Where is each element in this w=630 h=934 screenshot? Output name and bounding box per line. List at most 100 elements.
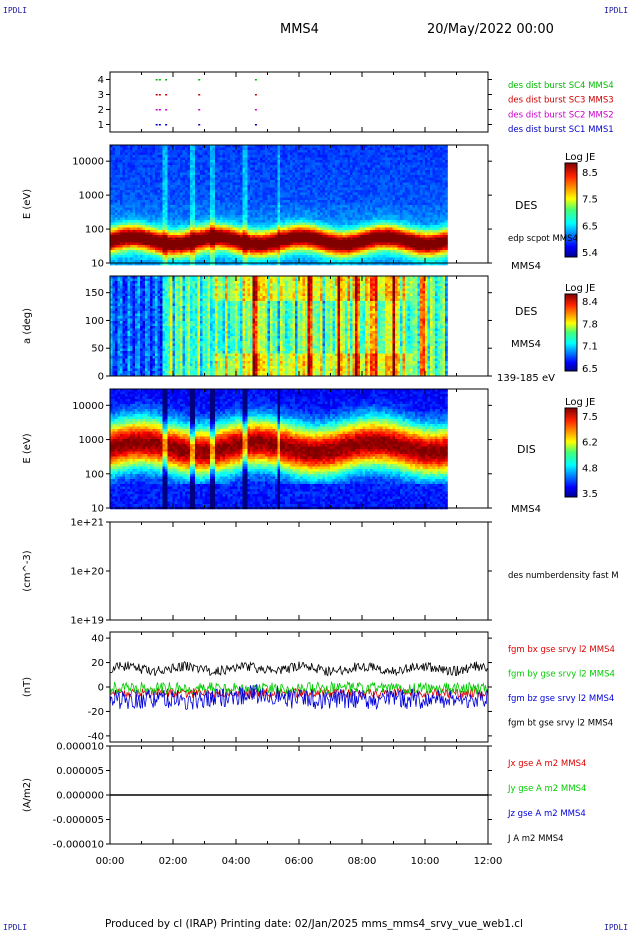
burst-mark xyxy=(198,124,200,126)
y-tick-label: 0.000010 xyxy=(56,742,104,753)
panel-frame-0 xyxy=(110,72,488,132)
legend-fgm-3: fgm bt gse srvy l2 MMS4 xyxy=(508,719,613,729)
legend-burst-1: des dist burst SC1 MMS1 xyxy=(508,125,614,135)
burst-mark xyxy=(255,109,257,111)
burst-mark xyxy=(198,94,200,96)
x-tick-label: 08:00 xyxy=(348,856,377,867)
fgm-traces xyxy=(110,662,488,710)
burst-mark xyxy=(255,94,257,96)
y-tick-label: 10 xyxy=(91,504,104,515)
legend-current-0: Jx gse A m2 MMS4 xyxy=(507,759,586,769)
y-tick-label: 1 xyxy=(98,120,104,131)
corner-label-bottom-left: IPDLI xyxy=(3,923,27,932)
y-tick-label: 40 xyxy=(91,634,104,645)
y-tick-label: -20 xyxy=(88,707,104,718)
colorbar-tick-3: 3.5 xyxy=(582,489,598,500)
legend-current-1: Jy gse A m2 MMS4 xyxy=(507,784,586,794)
burst-mark xyxy=(198,79,200,81)
burst-mark xyxy=(159,109,161,111)
y-tick-label: 100 xyxy=(85,469,104,480)
burst-mark xyxy=(156,109,158,111)
y-tick-label: 100 xyxy=(85,225,104,236)
colorbar-tick-2: 6.5 xyxy=(582,364,598,375)
y-tick-label: 10000 xyxy=(72,401,104,412)
colorbar-tick-3: 4.8 xyxy=(582,463,598,474)
colorbar-tick-1: 7.5 xyxy=(582,195,598,206)
y-axis-label-2: a (deg) xyxy=(22,308,33,344)
burst-mark xyxy=(159,79,161,81)
legend-burst-3: des dist burst SC3 MMS3 xyxy=(508,96,614,106)
burst-mark xyxy=(165,109,167,111)
burst-mark xyxy=(156,124,158,126)
burst-mark xyxy=(156,94,158,96)
x-tick-label: 02:00 xyxy=(159,856,188,867)
fgm-series-2 xyxy=(110,685,488,710)
y-tick-label: 1e+21 xyxy=(70,518,104,529)
colorbar-title-1: Log JE xyxy=(565,152,595,163)
colorbar-title-3: Log JE xyxy=(565,397,595,408)
spacecraft-label-2: MMS4 xyxy=(511,339,541,350)
legend-fgm-1: fgm by gse srvy l2 MMS4 xyxy=(508,670,615,680)
x-tick-label: 12:00 xyxy=(474,856,503,867)
spacecraft-label-1: MMS4 xyxy=(511,261,541,272)
y-tick-label: 0 xyxy=(98,683,104,694)
legend-fgm-2: fgm bz gse srvy l2 MMS4 xyxy=(508,694,614,704)
y-tick-label: 1000 xyxy=(79,191,104,202)
burst-mark xyxy=(165,124,167,126)
colorbar-tick-2: 8.4 xyxy=(582,297,598,308)
des-pitch-spectrogram xyxy=(110,276,448,376)
y-axis-label-4: (cm^-3) xyxy=(22,550,33,591)
burst-mark xyxy=(165,94,167,96)
spacecraft-label-3: MMS4 xyxy=(511,504,541,515)
legend-burst-4: des dist burst SC4 MMS4 xyxy=(508,81,614,91)
colorbar-tick-2: 7.8 xyxy=(582,319,598,330)
panel-frame-4 xyxy=(110,522,488,620)
legend-burst-2: des dist burst SC2 MMS2 xyxy=(508,110,614,120)
colorbar-2 xyxy=(565,294,577,371)
des-energy-spectrogram xyxy=(110,145,448,265)
y-axis-label-1: E (eV) xyxy=(22,189,33,219)
fgm-series-1 xyxy=(110,682,488,694)
legend-current-3: J A m2 MMS4 xyxy=(507,834,564,844)
dis-energy-spectrogram xyxy=(110,389,448,509)
des-label-2: DES xyxy=(515,305,537,318)
burst-mark xyxy=(156,79,158,81)
x-tick-label: 10:00 xyxy=(411,856,440,867)
y-tick-label: 1000 xyxy=(79,435,104,446)
colorbar-tick-3: 6.2 xyxy=(582,438,598,449)
colorbar-tick-1: 5.4 xyxy=(582,248,598,259)
footer-credit: Produced by cl (IRAP) Printing date: 02/… xyxy=(105,918,523,930)
y-tick-label: 0.000000 xyxy=(56,791,104,802)
y-tick-label: 1e+19 xyxy=(70,616,104,627)
y-axis-label-3: E (eV) xyxy=(22,433,33,463)
y-axis-label-5: (nT) xyxy=(22,677,33,697)
legend-density: des numberdensity fast M xyxy=(508,571,619,581)
burst-mark xyxy=(255,79,257,81)
burst-mark xyxy=(198,109,200,111)
colorbar-tick-2: 7.1 xyxy=(582,342,598,353)
colorbar-tick-3: 7.5 xyxy=(582,412,598,423)
y-tick-label: 10 xyxy=(91,259,104,270)
x-tick-label: 00:00 xyxy=(96,856,125,867)
burst-mark xyxy=(165,79,167,81)
x-tick-label: 04:00 xyxy=(222,856,251,867)
x-tick-label: 06:00 xyxy=(285,856,314,867)
dis-label: DIS xyxy=(517,443,536,456)
colorbar-tick-1: 8.5 xyxy=(582,168,598,179)
y-tick-label: 0 xyxy=(98,372,104,383)
colorbar-tick-1: 6.5 xyxy=(582,221,598,232)
y-tick-label: -0.000010 xyxy=(53,840,104,851)
y-tick-label: 3 xyxy=(98,90,104,101)
y-tick-label: 150 xyxy=(85,288,104,299)
burst-mark xyxy=(159,94,161,96)
energy-range-label: 139-185 eV xyxy=(497,373,555,384)
burst-mark xyxy=(255,124,257,126)
y-tick-label: 4 xyxy=(98,75,104,86)
y-tick-label: 2 xyxy=(98,105,104,116)
y-tick-label: 20 xyxy=(91,658,104,669)
legend-current-2: Jz gse A m2 MMS4 xyxy=(507,809,586,819)
y-tick-label: 0.000005 xyxy=(56,766,104,777)
y-tick-label: 100 xyxy=(85,316,104,327)
y-tick-label: -0.000005 xyxy=(53,815,104,826)
